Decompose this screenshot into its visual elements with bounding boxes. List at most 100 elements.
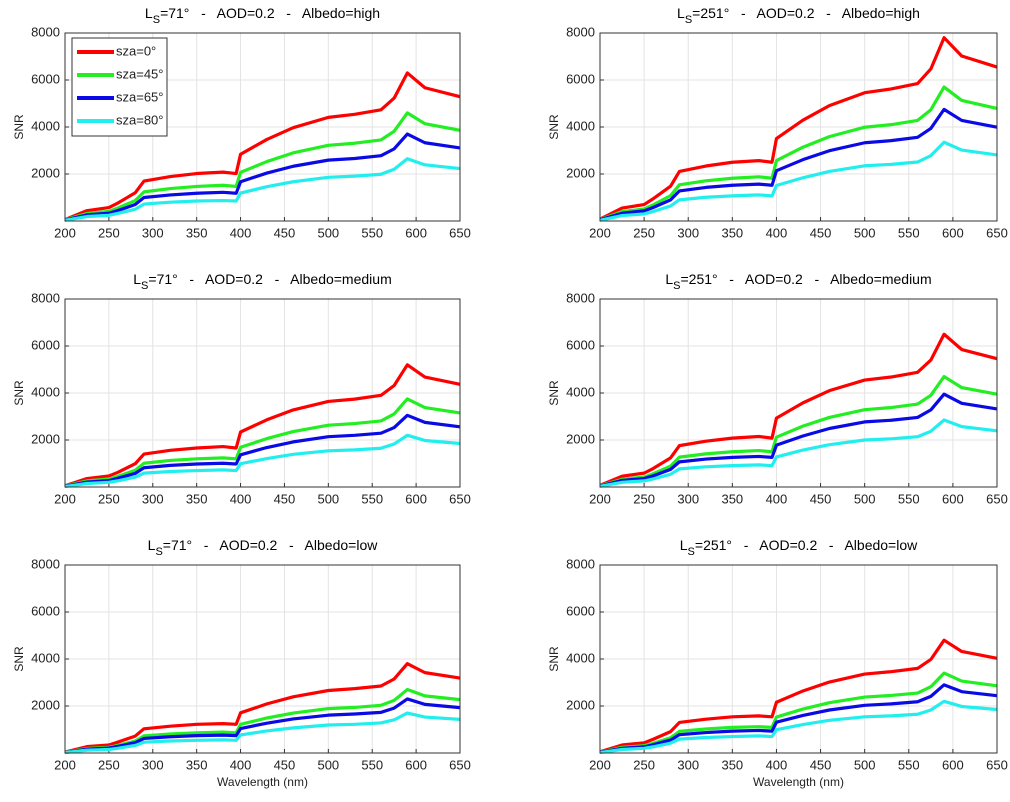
panel: 200 250 300 350 400 450 500 550 600 650 2000 4000 60…	[12, 537, 471, 789]
x-tick-label: 450	[274, 225, 296, 240]
x-tick-label: 650	[986, 491, 1008, 506]
series-line	[64, 132, 461, 222]
series-line	[599, 418, 998, 488]
y-tick-label: 4000	[31, 384, 60, 399]
x-tick-label: 600	[405, 225, 427, 240]
axes-frame	[64, 298, 461, 488]
x-tick-label: 200	[589, 491, 611, 506]
panel: 200 250 300 350 400 450 500 550 600 650 2000 4000 60…	[547, 5, 1008, 241]
title-base: L	[665, 271, 673, 287]
x-tick-label: 650	[449, 225, 471, 240]
x-tick-label: 400	[230, 757, 252, 772]
panel-title: LS=71° - AOD=0.2 - Albedo=medium	[133, 271, 391, 292]
y-tick-label: 6000	[566, 603, 595, 618]
series-line	[599, 107, 998, 222]
y-tick-label: 6000	[566, 71, 595, 86]
x-tick-label: 300	[677, 491, 699, 506]
series-line	[599, 638, 998, 754]
panel-title: LS=71° - AOD=0.2 - Albedo=low	[148, 537, 379, 558]
y-tick-label: 4000	[566, 650, 595, 665]
x-tick-label: 450	[810, 757, 832, 772]
legend-label: sza=0°	[116, 43, 156, 58]
x-tick-label: 650	[986, 225, 1008, 240]
title-subscript: S	[688, 546, 695, 558]
x-tick-label: 400	[766, 225, 788, 240]
x-tick-label: 350	[721, 491, 743, 506]
panel-title: LS=251° - AOD=0.2 - Albedo=medium	[665, 271, 931, 292]
panel: 200 250 300 350 400 450 500 550 600 650 2000 4000 60…	[12, 271, 471, 507]
legend-label: sza=45°	[116, 66, 163, 81]
axes-frame	[599, 564, 998, 754]
x-axis-label: Wavelength (nm)	[217, 775, 308, 789]
series-line	[64, 71, 461, 222]
x-tick-label: 650	[449, 757, 471, 772]
series-line	[64, 157, 461, 222]
title-base: L	[145, 5, 153, 21]
x-tick-label: 550	[361, 491, 383, 506]
x-tick-label: 600	[405, 757, 427, 772]
x-tick-label: 500	[854, 491, 876, 506]
x-tick-label: 300	[142, 757, 164, 772]
x-tick-label: 500	[854, 225, 876, 240]
x-tick-label: 500	[854, 757, 876, 772]
y-tick-label: 6000	[31, 337, 60, 352]
title-subscript: S	[673, 280, 680, 292]
x-tick-label: 200	[54, 757, 76, 772]
axes-frame	[599, 32, 998, 222]
x-tick-label: 250	[633, 757, 655, 772]
series-line	[599, 392, 998, 488]
y-tick-label: 2000	[566, 165, 595, 180]
legend-label: sza=80°	[116, 112, 163, 127]
axes-frame	[599, 298, 998, 488]
x-tick-label: 550	[898, 757, 920, 772]
x-tick-label: 450	[810, 225, 832, 240]
x-tick-label: 600	[942, 757, 964, 772]
x-tick-label: 600	[405, 491, 427, 506]
x-tick-label: 350	[721, 757, 743, 772]
series-line	[599, 36, 998, 221]
title-base: L	[680, 537, 688, 553]
series-line	[64, 433, 461, 489]
panel-title: LS=251° - AOD=0.2 - Albedo=high	[677, 5, 920, 26]
y-tick-label: 8000	[566, 556, 595, 571]
panel-title: LS=71° - AOD=0.2 - Albedo=high	[145, 5, 380, 26]
y-tick-label: 2000	[566, 697, 595, 712]
panel: 200 250 300 350 400 450 500 550 600 650 2000 4000 60…	[12, 5, 471, 241]
title-text: =251° - AOD=0.2 - Albedo=high	[692, 5, 920, 21]
y-tick-label: 2000	[31, 165, 60, 180]
title-subscript: S	[155, 546, 162, 558]
series-line	[599, 699, 998, 755]
y-axis-label: SNR	[12, 114, 26, 140]
x-tick-label: 550	[361, 757, 383, 772]
x-tick-label: 450	[810, 491, 832, 506]
title-text: =71° - AOD=0.2 - Albedo=low	[163, 537, 378, 553]
x-tick-label: 250	[98, 757, 120, 772]
x-tick-label: 500	[317, 757, 339, 772]
x-tick-label: 350	[721, 225, 743, 240]
y-axis-label: SNR	[547, 114, 561, 140]
y-axis-label: SNR	[547, 380, 561, 406]
x-tick-label: 350	[186, 491, 208, 506]
axes-frame	[64, 32, 461, 222]
y-tick-label: 4000	[31, 118, 60, 133]
x-tick-label: 250	[633, 491, 655, 506]
y-tick-label: 8000	[31, 290, 60, 305]
y-tick-label: 8000	[31, 24, 60, 39]
title-text: =251° - AOD=0.2 - Albedo=low	[695, 537, 918, 553]
series-line	[599, 140, 998, 222]
x-tick-label: 300	[677, 225, 699, 240]
x-tick-label: 400	[230, 491, 252, 506]
title-subscript: S	[141, 280, 148, 292]
y-tick-label: 8000	[566, 24, 595, 39]
x-tick-label: 550	[898, 225, 920, 240]
title-subscript: S	[153, 14, 160, 26]
title-text: =71° - AOD=0.2 - Albedo=high	[160, 5, 380, 21]
title-base: L	[677, 5, 685, 21]
axes-frame	[64, 564, 461, 754]
x-tick-label: 550	[898, 491, 920, 506]
title-text: =71° - AOD=0.2 - Albedo=medium	[148, 271, 391, 287]
x-tick-label: 400	[230, 225, 252, 240]
title-base: L	[148, 537, 156, 553]
x-tick-label: 600	[942, 225, 964, 240]
